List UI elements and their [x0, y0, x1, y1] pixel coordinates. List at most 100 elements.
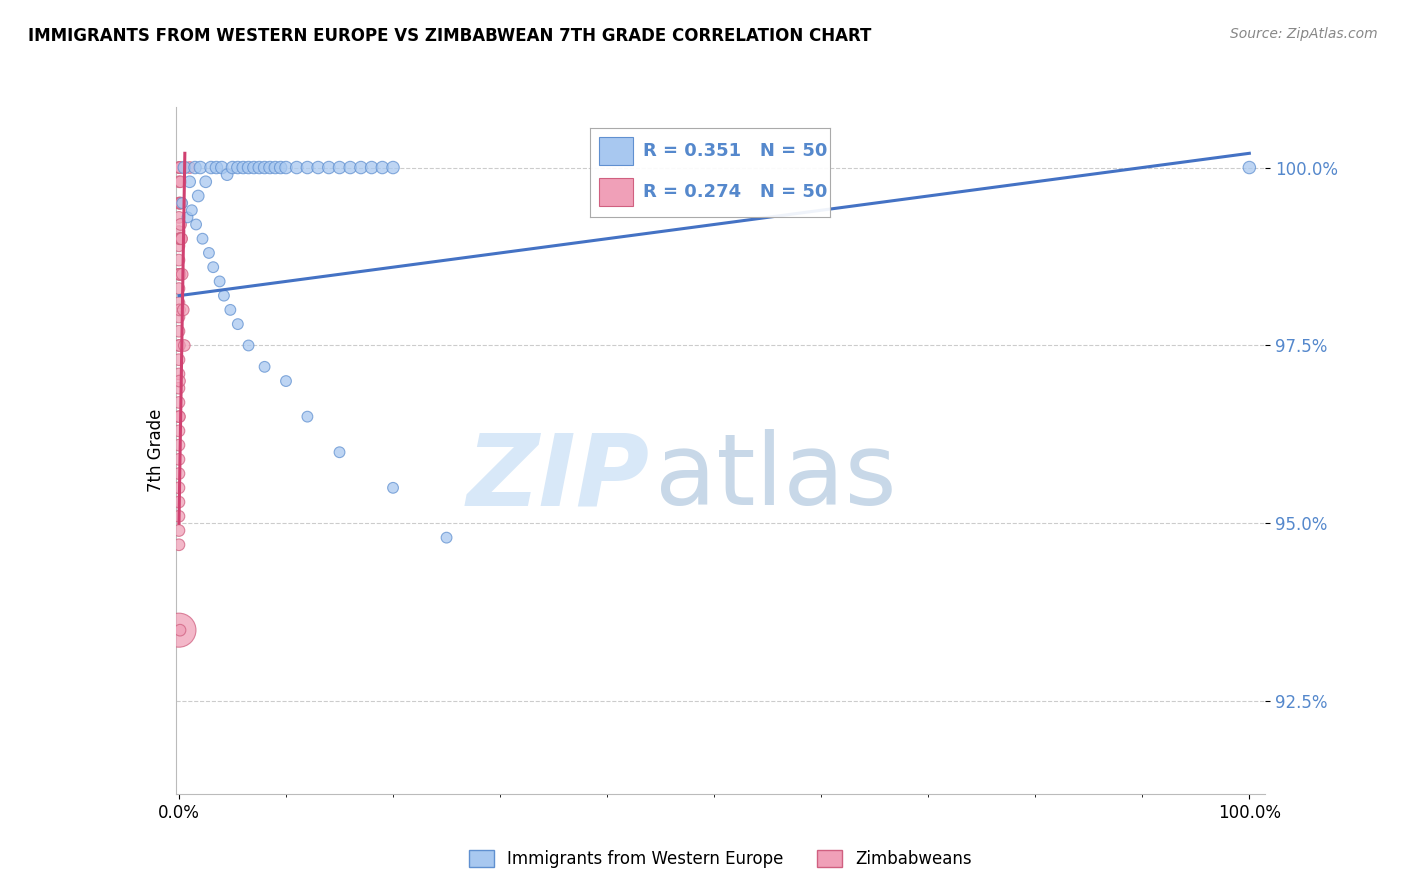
Point	[297, 409, 319, 424]
Point	[226, 317, 249, 331]
Point	[179, 175, 201, 189]
Point	[167, 281, 190, 295]
Point	[167, 409, 190, 424]
Point	[328, 161, 350, 175]
Point	[169, 232, 191, 246]
Point	[167, 495, 190, 509]
Point	[371, 161, 394, 175]
Point	[167, 481, 190, 495]
Point	[167, 367, 190, 381]
Point	[217, 168, 239, 182]
Point	[191, 232, 214, 246]
Point	[270, 161, 292, 175]
Bar	[599, 178, 633, 206]
Point	[184, 161, 207, 175]
Point	[253, 359, 276, 374]
Point	[167, 623, 190, 637]
Point	[226, 161, 249, 175]
Point	[190, 161, 212, 175]
Point	[172, 196, 194, 211]
Point	[170, 232, 193, 246]
Point	[180, 203, 202, 218]
Point	[208, 274, 231, 288]
Point	[169, 374, 191, 388]
Y-axis label: 7th Grade: 7th Grade	[146, 409, 165, 492]
Point	[169, 218, 191, 232]
Point	[1239, 161, 1261, 175]
Point	[167, 161, 190, 175]
Point	[238, 338, 260, 352]
Point	[173, 161, 195, 175]
Text: Source: ZipAtlas.com: Source: ZipAtlas.com	[1230, 27, 1378, 41]
Point	[167, 253, 190, 268]
Point	[169, 175, 191, 189]
Point	[167, 538, 190, 552]
Point	[318, 161, 340, 175]
Point	[382, 161, 405, 175]
Point	[243, 161, 266, 175]
Point	[169, 409, 191, 424]
Point	[167, 352, 190, 367]
Point	[167, 310, 190, 324]
Point	[167, 452, 190, 467]
Text: atlas: atlas	[655, 429, 897, 526]
Point	[382, 481, 405, 495]
Point	[167, 211, 190, 225]
Point	[184, 218, 207, 232]
Point	[169, 161, 191, 175]
Point	[212, 288, 235, 302]
Point	[167, 395, 190, 409]
Point	[436, 531, 458, 545]
Point	[167, 324, 190, 338]
Point	[167, 381, 190, 395]
Point	[167, 295, 190, 310]
Point	[264, 161, 287, 175]
Point	[172, 268, 194, 282]
Point	[253, 161, 276, 175]
Point	[169, 268, 191, 282]
Point	[274, 161, 297, 175]
Text: ZIP: ZIP	[467, 429, 650, 526]
Point	[285, 161, 308, 175]
Point	[167, 338, 190, 352]
Point	[167, 438, 190, 452]
Point	[167, 509, 190, 524]
Point	[211, 161, 233, 175]
Point	[205, 161, 228, 175]
Point	[232, 161, 254, 175]
Point	[169, 196, 191, 211]
Point	[167, 268, 190, 282]
Point	[350, 161, 373, 175]
Point	[169, 268, 191, 282]
Text: R = 0.274   N = 50: R = 0.274 N = 50	[643, 183, 827, 201]
Point	[179, 161, 201, 175]
Bar	[599, 136, 633, 165]
Point	[259, 161, 281, 175]
Point	[274, 374, 297, 388]
Text: R = 0.351   N = 50: R = 0.351 N = 50	[643, 142, 827, 160]
Point	[167, 175, 190, 189]
Point	[169, 161, 191, 175]
Text: IMMIGRANTS FROM WESTERN EUROPE VS ZIMBABWEAN 7TH GRADE CORRELATION CHART: IMMIGRANTS FROM WESTERN EUROPE VS ZIMBAB…	[28, 27, 872, 45]
Point	[219, 302, 242, 317]
Point	[297, 161, 319, 175]
Point	[247, 161, 270, 175]
Point	[202, 260, 225, 275]
Point	[238, 161, 260, 175]
Point	[169, 338, 191, 352]
Point	[169, 196, 191, 211]
Point	[200, 161, 222, 175]
Point	[187, 189, 209, 203]
Point	[167, 424, 190, 438]
Point	[172, 302, 194, 317]
Point	[170, 196, 193, 211]
Point	[169, 232, 191, 246]
Point	[167, 239, 190, 253]
Point	[360, 161, 382, 175]
Point	[194, 175, 217, 189]
Point	[221, 161, 243, 175]
Legend: Immigrants from Western Europe, Zimbabweans: Immigrants from Western Europe, Zimbabwe…	[463, 844, 979, 875]
Point	[339, 161, 361, 175]
Point	[167, 225, 190, 239]
Point	[167, 196, 190, 211]
